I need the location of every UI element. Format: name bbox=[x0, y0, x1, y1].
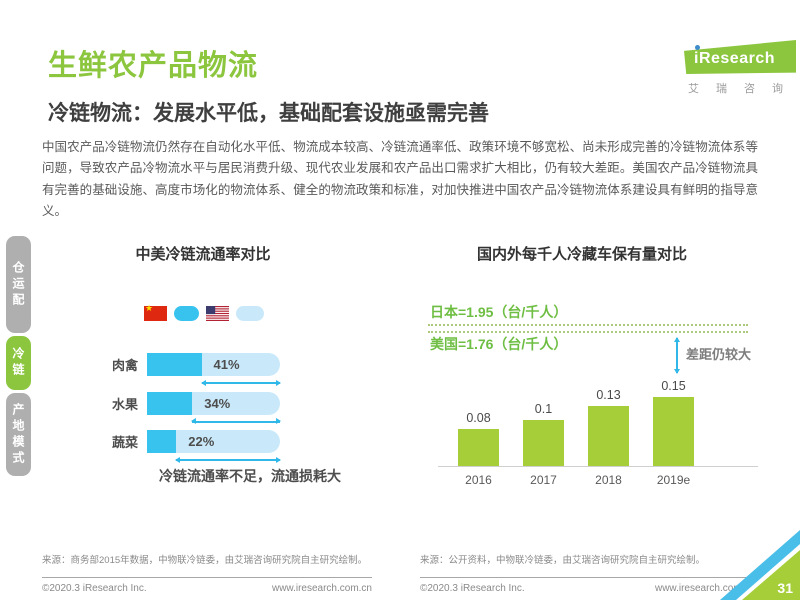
gap-arrow-icon bbox=[673, 337, 680, 374]
logo-chinese-name: 艾瑞咨询 bbox=[688, 83, 800, 95]
sidebar-item-warehouse[interactable]: 仓运配 bbox=[6, 236, 31, 333]
copyright: ©2020.3 iResearch Inc. bbox=[42, 583, 147, 594]
sidebar-item-origin-mode[interactable]: 产地模式 bbox=[6, 393, 31, 476]
gap-arrow-icon bbox=[191, 418, 281, 424]
bar-value-label: 0.13 bbox=[596, 388, 621, 402]
bar-value-label: 34% bbox=[204, 395, 231, 411]
bar-china-segment bbox=[147, 430, 177, 453]
bar-track: 22% bbox=[147, 430, 281, 463]
gap-arrow-icon bbox=[175, 456, 281, 463]
footer-divider bbox=[42, 577, 372, 578]
chart-legend: ★ bbox=[144, 303, 264, 321]
bar-value-label: 0.08 bbox=[466, 411, 491, 425]
bar-china-segment bbox=[147, 391, 193, 415]
gap-arrow-icon bbox=[200, 379, 282, 386]
website-link[interactable]: www.iresearch.com.cn bbox=[271, 583, 372, 594]
gap-annotation: 差距仍较大 bbox=[686, 347, 752, 362]
chart-title: 中美冷链流通率对比 bbox=[135, 246, 271, 263]
page-subtitle: 冷链物流：发展水平低，基础配套设施亟需完善 bbox=[48, 102, 489, 125]
legend-swatch-china bbox=[174, 306, 199, 321]
source-note: 来源：公开资料，中物联冷链委，由艾瑞咨询研究院自主研究绘制。 bbox=[420, 555, 706, 566]
footer-divider bbox=[420, 577, 755, 578]
bar-2016 bbox=[458, 429, 499, 466]
bar-china-segment bbox=[147, 353, 202, 376]
bar-2017 bbox=[523, 420, 564, 466]
chart-note: 冷链流通率不足，流通损耗大 bbox=[159, 468, 341, 484]
bar-track: 34% bbox=[147, 391, 281, 424]
copyright: ©2020.3 iResearch Inc. bbox=[420, 583, 525, 594]
bar-track: 41% bbox=[147, 353, 282, 386]
china-flag-icon: ★ bbox=[144, 303, 167, 321]
logo-wordmark: iResearch bbox=[694, 50, 775, 67]
bar-value-label: 22% bbox=[188, 434, 215, 449]
x-axis bbox=[438, 466, 758, 467]
bar-value-label: 41% bbox=[213, 357, 240, 372]
china-flag-star: ★ bbox=[145, 303, 154, 313]
bar-2019e bbox=[653, 397, 694, 466]
usa-flag-icon bbox=[206, 306, 229, 321]
logo-i-dot-icon bbox=[695, 45, 700, 50]
body-paragraph: 中国农产品冷链物流仍然存在自动化水平低、物流成本较高、冷链流通率低、政策环境不够… bbox=[42, 140, 758, 218]
x-tick-label: 2016 bbox=[465, 473, 492, 487]
footer-right: 来源：公开资料，中物联冷链委，由艾瑞咨询研究院自主研究绘制。 ©2020.3 i… bbox=[420, 552, 755, 594]
bar-value-label: 0.15 bbox=[661, 379, 686, 393]
sidebar-item-coldchain[interactable]: 冷链 bbox=[6, 336, 31, 390]
page-number: 31 bbox=[777, 580, 793, 596]
category-label: 水果 bbox=[111, 396, 138, 412]
x-tick-label: 2019e bbox=[656, 473, 691, 487]
x-tick-label: 2017 bbox=[530, 473, 557, 487]
iresearch-logo: iResearch bbox=[684, 40, 796, 74]
x-tick-label: 2018 bbox=[595, 473, 622, 487]
chart-refrigerated-trucks: 国内外每千人冷藏车保有量对比 日本=1.95（台/千人） 美国=1.76（台/千… bbox=[420, 240, 780, 495]
category-label: 蔬菜 bbox=[111, 435, 138, 450]
chart-title: 国内外每千人冷藏车保有量对比 bbox=[476, 246, 687, 263]
reference-line-japan bbox=[428, 324, 748, 326]
reference-label-usa: 美国=1.76（台/千人） bbox=[430, 336, 568, 352]
source-note: 来源：商务部2015年数据，中物联冷链委，由艾瑞咨询研究院自主研究绘制。 bbox=[42, 555, 368, 566]
website-link[interactable]: www.iresearch.com.cn bbox=[654, 583, 755, 594]
footer-left: 来源：商务部2015年数据，中物联冷链委，由艾瑞咨询研究院自主研究绘制。 ©20… bbox=[42, 552, 372, 594]
legend-swatch-usa bbox=[236, 306, 264, 321]
chart-cn-us-circulation-rate: 中美冷链流通率对比 ★ 肉禽 41% 水果 34% 蔬菜 22% 冷链流通率不足，流通损耗… bbox=[60, 240, 390, 495]
bar-2018 bbox=[588, 406, 629, 466]
rate-row-2: 蔬菜 22% bbox=[107, 430, 281, 463]
category-label: 肉禽 bbox=[111, 358, 138, 373]
page-title: 生鲜农产品物流 bbox=[48, 50, 259, 82]
rate-row-1: 水果 34% bbox=[107, 391, 281, 424]
reference-line-usa bbox=[428, 331, 748, 333]
rate-row-0: 肉禽 41% bbox=[107, 353, 282, 386]
reference-label-japan: 日本=1.95（台/千人） bbox=[430, 304, 568, 320]
bar-value-label: 0.1 bbox=[534, 402, 553, 416]
